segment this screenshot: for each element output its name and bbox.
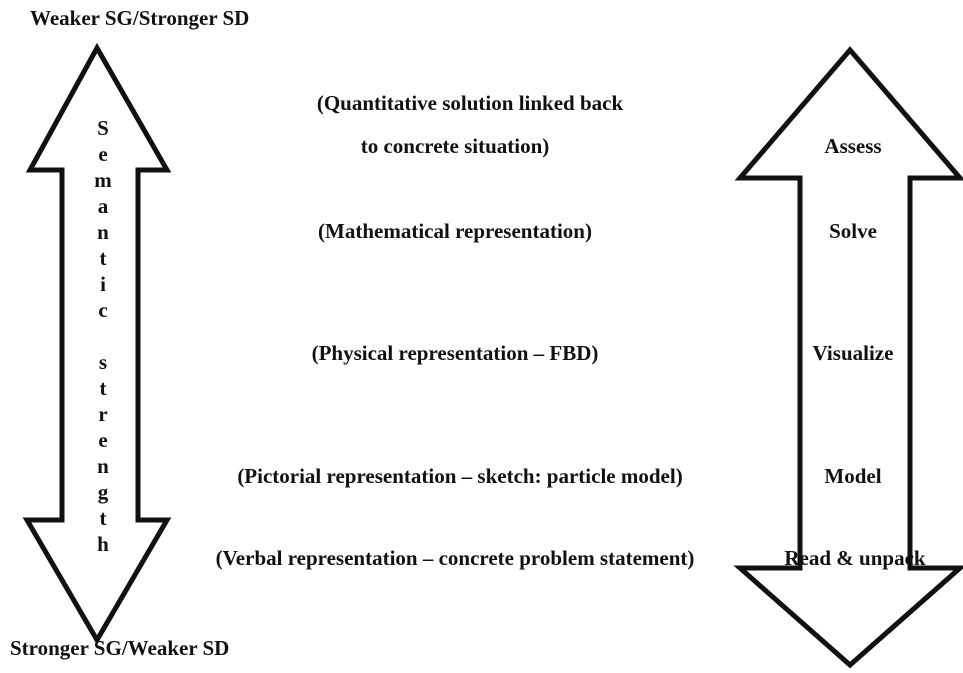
step: Solve: [829, 219, 877, 243]
step: Visualize: [813, 341, 894, 365]
step: Model: [824, 464, 881, 488]
top-label: Weaker SG/Stronger SD: [30, 6, 249, 30]
representation: (Verbal representation – concrete proble…: [216, 546, 695, 570]
step: Assess: [824, 134, 881, 158]
representation: (Physical representation – FBD): [312, 341, 599, 365]
representation: to concrete situation): [361, 134, 550, 158]
process-arrow: [733, 46, 963, 669]
semantic-arrow: [22, 42, 172, 645]
representation: (Pictorial representation – sketch: part…: [237, 464, 682, 488]
representation: (Quantitative solution linked back: [317, 91, 624, 115]
representation: (Mathematical representation): [318, 219, 592, 243]
bottom-label: Stronger SG/Weaker SD: [10, 636, 229, 660]
step: Read & unpack: [784, 546, 926, 570]
